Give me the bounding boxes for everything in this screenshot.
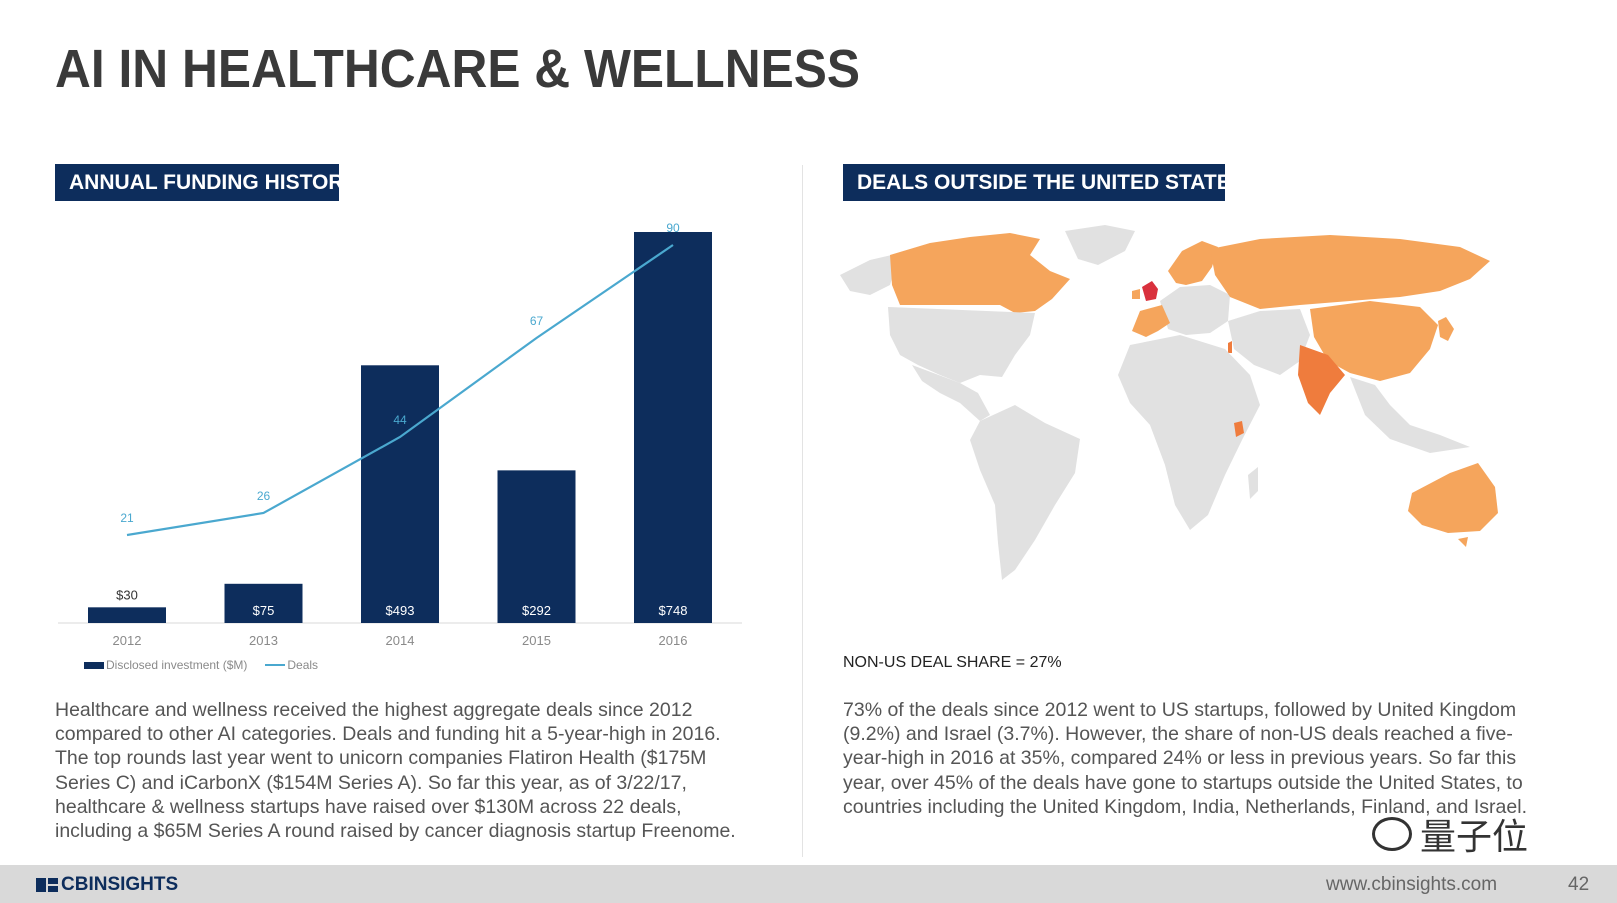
map-alaska <box>840 253 900 295</box>
tick-label-2016: 2016 <box>659 633 688 648</box>
cbinsights-logo-text: CBINSIGHTS <box>61 874 179 895</box>
bar-label-group: $30 $75 $493 $292 $748 <box>116 587 687 618</box>
map-europe <box>1160 285 1230 335</box>
map-israel <box>1228 341 1232 353</box>
bar-label-2013: $75 <box>253 603 275 618</box>
bar-2016 <box>634 232 712 623</box>
deals-outside-us-header: DEALS OUTSIDE THE UNITED STATES <box>843 164 1245 201</box>
legend-label-investment: Disclosed investment ($M) <box>106 658 248 672</box>
legend-swatch-deals <box>265 664 286 666</box>
deal-label-2013: 26 <box>257 489 271 503</box>
map-canada <box>890 233 1070 313</box>
map-south-america <box>970 405 1080 580</box>
deal-label-group: 21 26 44 67 90 <box>120 221 680 525</box>
map-france-spain <box>1132 305 1170 337</box>
map-china <box>1310 301 1438 381</box>
wechat-bubble-icon <box>1372 817 1412 851</box>
chart-legend: Disclosed investment ($M) Deals <box>84 658 318 672</box>
bar-2015 <box>497 470 576 623</box>
deal-label-2014: 44 <box>393 413 407 427</box>
tick-label-2012: 2012 <box>113 633 142 648</box>
tick-label-2015: 2015 <box>522 633 551 648</box>
bar-label-2016: $748 <box>659 603 688 618</box>
page-title: AI IN HEALTHCARE & WELLNESS <box>55 39 860 99</box>
map-korea-japan <box>1438 317 1454 341</box>
tick-label-2014: 2014 <box>386 633 415 648</box>
footer-bar: CBINSIGHTS www.cbinsights.com 42 <box>0 865 1617 903</box>
bar-group <box>88 232 712 623</box>
bar-label-2014: $493 <box>386 603 415 618</box>
deal-label-2015: 67 <box>530 314 544 328</box>
page-number: 42 <box>1568 874 1590 895</box>
map-uk <box>1142 281 1158 301</box>
map-middle-east <box>1228 309 1310 375</box>
map-africa <box>1118 335 1260 530</box>
map-australia <box>1408 463 1498 533</box>
tick-label-2013: 2013 <box>249 633 278 648</box>
bar-2012 <box>88 607 166 623</box>
annual-funding-header: ANNUAL FUNDING HISTORY <box>55 164 357 201</box>
bar-2013 <box>224 583 303 623</box>
footer-url: www.cbinsights.com <box>1326 874 1498 895</box>
tick-label-group: 2012 2013 2014 2015 2016 <box>113 633 688 648</box>
deals-line <box>126 244 674 537</box>
deal-label-2012: 21 <box>120 511 134 525</box>
watermark-text: 量子位 <box>1420 816 1529 857</box>
world-map <box>840 225 1498 580</box>
left-paragraph: Healthcare and wellness received the hig… <box>55 699 736 843</box>
map-kenya <box>1234 421 1244 437</box>
legend-label-deals: Deals <box>287 658 319 672</box>
right-paragraph: 73% of the deals since 2012 went to US s… <box>843 699 1527 818</box>
column-divider <box>802 165 803 857</box>
cbinsights-logo: CBINSIGHTS <box>36 874 178 896</box>
map-india <box>1298 345 1345 415</box>
map-mexico <box>912 365 990 421</box>
cbinsights-logo-mark-icon <box>36 877 58 893</box>
bar-label-2012: $30 <box>116 587 138 602</box>
legend-swatch-investment <box>84 661 104 669</box>
map-tasmania <box>1458 537 1468 547</box>
bar-2014 <box>361 365 439 623</box>
map-russia <box>1210 235 1490 309</box>
map-scandinavia <box>1168 241 1218 285</box>
map-ireland <box>1132 289 1140 299</box>
map-greenland <box>1065 225 1135 265</box>
map-se-asia <box>1350 377 1470 453</box>
bar-label-2015: $292 <box>522 603 551 618</box>
watermark: 量子位 <box>1372 808 1528 860</box>
map-usa <box>888 307 1035 383</box>
map-madagascar <box>1248 467 1258 499</box>
deal-label-2016: 90 <box>666 221 680 235</box>
funding-chart: $30$75 $493 $292 $748 2012 2013 2014 2015 2016 … <box>58 221 742 648</box>
non-us-deal-share: NON-US DEAL SHARE = 27% <box>843 654 1062 671</box>
